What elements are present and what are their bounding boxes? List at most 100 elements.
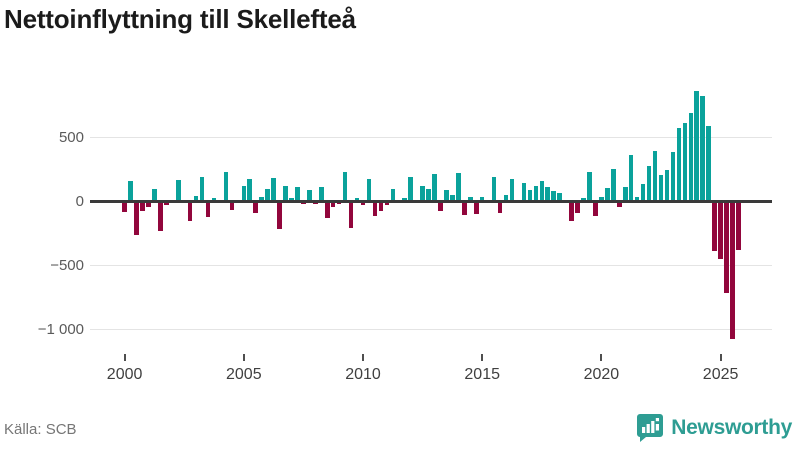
bar	[229, 201, 235, 210]
gridline-y--500	[90, 264, 772, 266]
bar	[175, 179, 181, 201]
bar	[318, 186, 324, 201]
bar-chart-plot-area: 500 0 −500 −1 000 2000 2005 2010 2015 2020 2025	[37, 90, 772, 383]
bar	[295, 186, 300, 201]
bar	[205, 201, 211, 217]
bar	[408, 176, 413, 201]
bar	[611, 169, 616, 201]
bar	[122, 201, 127, 212]
bar	[664, 169, 670, 201]
bar	[420, 186, 425, 201]
bar	[497, 201, 503, 214]
bar	[640, 184, 646, 201]
x-axis-tick-label: 2020	[583, 366, 620, 383]
bar	[265, 188, 270, 201]
newsworthy-logo[interactable]: Newsworthy	[636, 413, 792, 443]
y-axis-tick-label: 0	[75, 192, 84, 210]
bar	[384, 201, 390, 206]
x-axis-tick-label: 2005	[226, 366, 262, 383]
bar	[551, 191, 556, 201]
source-note: Källa: SCB	[4, 421, 77, 438]
bar	[527, 190, 533, 201]
bar	[730, 201, 735, 340]
bar	[682, 122, 688, 201]
x-axis-tick	[481, 354, 484, 361]
bar	[253, 201, 258, 213]
bar	[348, 201, 354, 228]
bar	[646, 166, 652, 201]
bar	[372, 201, 378, 216]
bar	[199, 177, 205, 201]
bar	[336, 201, 342, 205]
bar	[152, 189, 157, 201]
bar	[539, 181, 545, 201]
bar	[456, 172, 461, 201]
y-axis-tick-label: 500	[58, 128, 84, 146]
x-axis-tick	[362, 354, 364, 361]
x-axis-tick	[719, 354, 722, 361]
bar	[491, 177, 497, 201]
bar	[718, 201, 723, 259]
bar	[467, 197, 473, 201]
bar	[140, 201, 145, 212]
bar	[438, 201, 443, 211]
bar	[277, 201, 282, 229]
bar	[307, 190, 312, 201]
chart-title: Nettoinflyttning till Skellefteå	[4, 4, 356, 34]
bar	[342, 172, 348, 201]
bar	[462, 201, 467, 216]
bar	[557, 193, 562, 201]
bar	[241, 185, 247, 201]
bar	[724, 201, 729, 294]
bar	[676, 128, 682, 201]
bar	[146, 201, 151, 208]
bar	[700, 96, 705, 201]
bar	[193, 195, 199, 201]
bar	[587, 172, 592, 201]
bar	[509, 179, 515, 201]
x-axis-tick	[242, 354, 245, 361]
bar	[390, 188, 396, 201]
bar	[670, 152, 676, 201]
bar	[444, 190, 449, 201]
bar	[569, 201, 574, 221]
x-axis-tick	[600, 354, 603, 361]
bar	[622, 186, 628, 201]
bar	[271, 177, 276, 201]
bar	[706, 126, 711, 201]
bar	[366, 178, 372, 201]
x-axis-tick-label: 2025	[702, 366, 739, 383]
x-axis-tick-label: 2000	[106, 366, 143, 383]
bar	[158, 201, 163, 232]
x-axis-zero-line	[90, 199, 772, 203]
bar	[533, 185, 539, 201]
bar	[605, 188, 610, 201]
newsworthy-wordmark: Newsworthy	[671, 416, 792, 439]
x-axis-tick-label: 2010	[345, 366, 381, 383]
bar	[378, 201, 384, 211]
bar	[694, 90, 700, 201]
gridline-y-500	[90, 136, 772, 138]
bar	[575, 201, 580, 214]
bar	[545, 186, 551, 201]
bar	[283, 185, 288, 201]
bar	[503, 195, 509, 201]
bar	[521, 183, 527, 201]
bar	[128, 181, 133, 201]
bar	[432, 174, 437, 201]
gridline-y--1000	[90, 328, 772, 330]
bar	[599, 197, 604, 201]
bar	[259, 196, 264, 201]
bar	[658, 174, 664, 201]
y-axis-tick-label: −1 000	[37, 320, 84, 338]
bar	[479, 197, 485, 201]
bar	[223, 172, 229, 201]
bar	[324, 201, 330, 218]
bar	[634, 197, 640, 201]
bar	[426, 188, 431, 201]
bar	[211, 197, 217, 201]
x-axis-tick-label: 2015	[464, 366, 500, 383]
bar	[330, 201, 336, 207]
bar	[301, 201, 306, 205]
